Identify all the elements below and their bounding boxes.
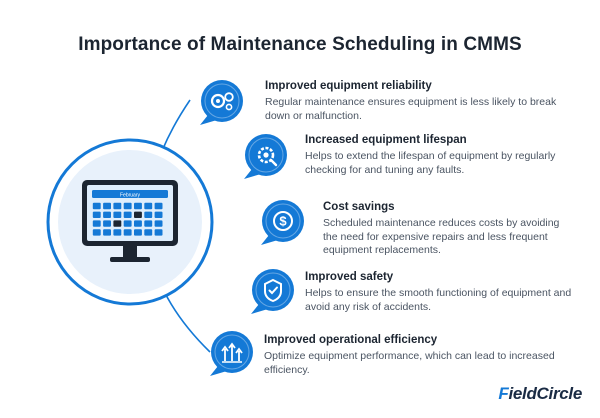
- page-title: Importance of Maintenance Scheduling in …: [78, 34, 522, 55]
- gear-wrench-icon: [257, 146, 278, 167]
- bubble-dollar-icon: $: [261, 200, 304, 245]
- calendar-cell: [123, 229, 132, 236]
- calendar-cell: [123, 202, 132, 210]
- calendar-cell: [154, 229, 163, 236]
- calendar-cell: [103, 229, 111, 236]
- monitor-icon: February: [82, 180, 178, 262]
- calendar-cell: [154, 211, 163, 218]
- calendar-cell: [92, 229, 101, 236]
- item-title: Improved operational efficiency: [264, 334, 438, 346]
- calendar-cell: [92, 220, 101, 227]
- calendar-cell: [134, 211, 142, 218]
- calendar-grid: [92, 202, 163, 236]
- calendar-cell: [144, 202, 153, 210]
- calendar-cell: [113, 229, 122, 236]
- bubble-gear-wrench-icon: [244, 134, 287, 179]
- item-title: Improved safety: [305, 271, 394, 283]
- calendar-cell: [92, 202, 101, 210]
- calendar-cell: [134, 220, 142, 227]
- calendar-cell: [123, 211, 132, 218]
- bubble-efficiency-arrows-icon: [210, 331, 253, 376]
- item-description: Optimize equipment performance, which ca…: [264, 350, 555, 376]
- monitor-circle: February: [46, 138, 214, 306]
- calendar-cell: [103, 220, 111, 227]
- calendar-cell: [144, 220, 153, 227]
- calendar-cell: [92, 211, 101, 218]
- shield-check-icon: [264, 278, 282, 303]
- item-description: Regular maintenance ensures equipment is…: [265, 96, 557, 122]
- calendar-header-label: February: [120, 193, 141, 199]
- calendar-cell: [123, 220, 132, 227]
- item-description: Scheduled maintenance reduces costs by a…: [323, 217, 560, 256]
- item-description: Helps to ensure the smooth functioning o…: [305, 287, 572, 313]
- item-title: Improved equipment reliability: [265, 80, 432, 92]
- calendar-cell: [134, 229, 142, 236]
- item-description: Helps to extend the lifespan of equipmen…: [305, 150, 556, 176]
- bubble-shield-check-icon: [251, 269, 294, 314]
- svg-text:$: $: [279, 214, 287, 229]
- gears-icon: [210, 92, 234, 111]
- efficiency-arrows-icon: [221, 342, 243, 363]
- item-title: Increased equipment lifespan: [305, 134, 467, 146]
- calendar-cell: [144, 229, 153, 236]
- calendar-cell: [134, 202, 142, 210]
- calendar-cell: [113, 220, 122, 227]
- calendar-cell: [103, 202, 111, 210]
- dollar-icon: $: [273, 211, 293, 231]
- fieldcircle-logo: FieldCircle: [498, 384, 582, 403]
- calendar-cell: [154, 220, 163, 227]
- calendar-cell: [113, 202, 122, 210]
- calendar-cell: [144, 211, 153, 218]
- calendar-cell: [154, 202, 163, 210]
- bubble-gears-icon: [200, 80, 243, 125]
- item-title: Cost savings: [323, 201, 395, 213]
- calendar-cell: [103, 211, 111, 218]
- calendar-cell: [113, 211, 122, 218]
